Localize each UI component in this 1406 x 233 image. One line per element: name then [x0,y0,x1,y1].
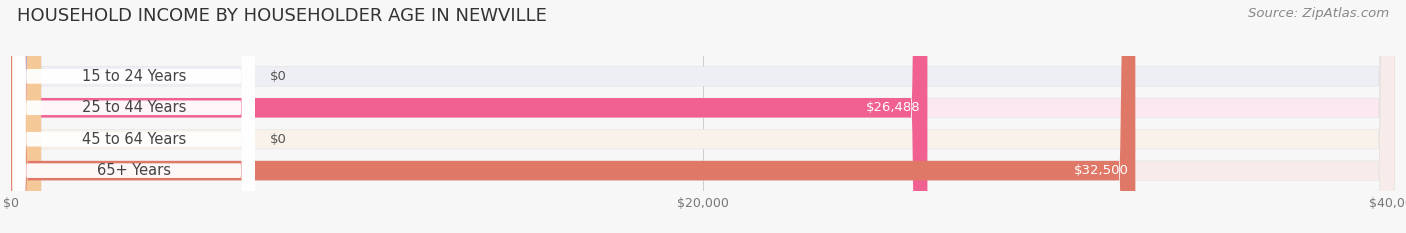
FancyBboxPatch shape [13,0,254,233]
Text: $0: $0 [270,133,287,146]
FancyBboxPatch shape [13,0,254,233]
FancyBboxPatch shape [13,0,254,233]
Text: $0: $0 [270,70,287,83]
FancyBboxPatch shape [11,0,1395,233]
FancyBboxPatch shape [11,0,1395,233]
FancyBboxPatch shape [11,0,1395,233]
Text: HOUSEHOLD INCOME BY HOUSEHOLDER AGE IN NEWVILLE: HOUSEHOLD INCOME BY HOUSEHOLDER AGE IN N… [17,7,547,25]
Text: 45 to 64 Years: 45 to 64 Years [82,132,186,147]
FancyBboxPatch shape [11,0,1395,233]
Text: $26,488: $26,488 [866,101,921,114]
Text: 25 to 44 Years: 25 to 44 Years [82,100,186,115]
FancyBboxPatch shape [13,0,254,233]
Text: Source: ZipAtlas.com: Source: ZipAtlas.com [1249,7,1389,20]
Text: 15 to 24 Years: 15 to 24 Years [82,69,186,84]
FancyBboxPatch shape [11,0,1136,233]
Text: $32,500: $32,500 [1074,164,1129,177]
FancyBboxPatch shape [11,0,928,233]
Text: 65+ Years: 65+ Years [97,163,170,178]
FancyBboxPatch shape [11,0,41,233]
FancyBboxPatch shape [11,0,41,233]
